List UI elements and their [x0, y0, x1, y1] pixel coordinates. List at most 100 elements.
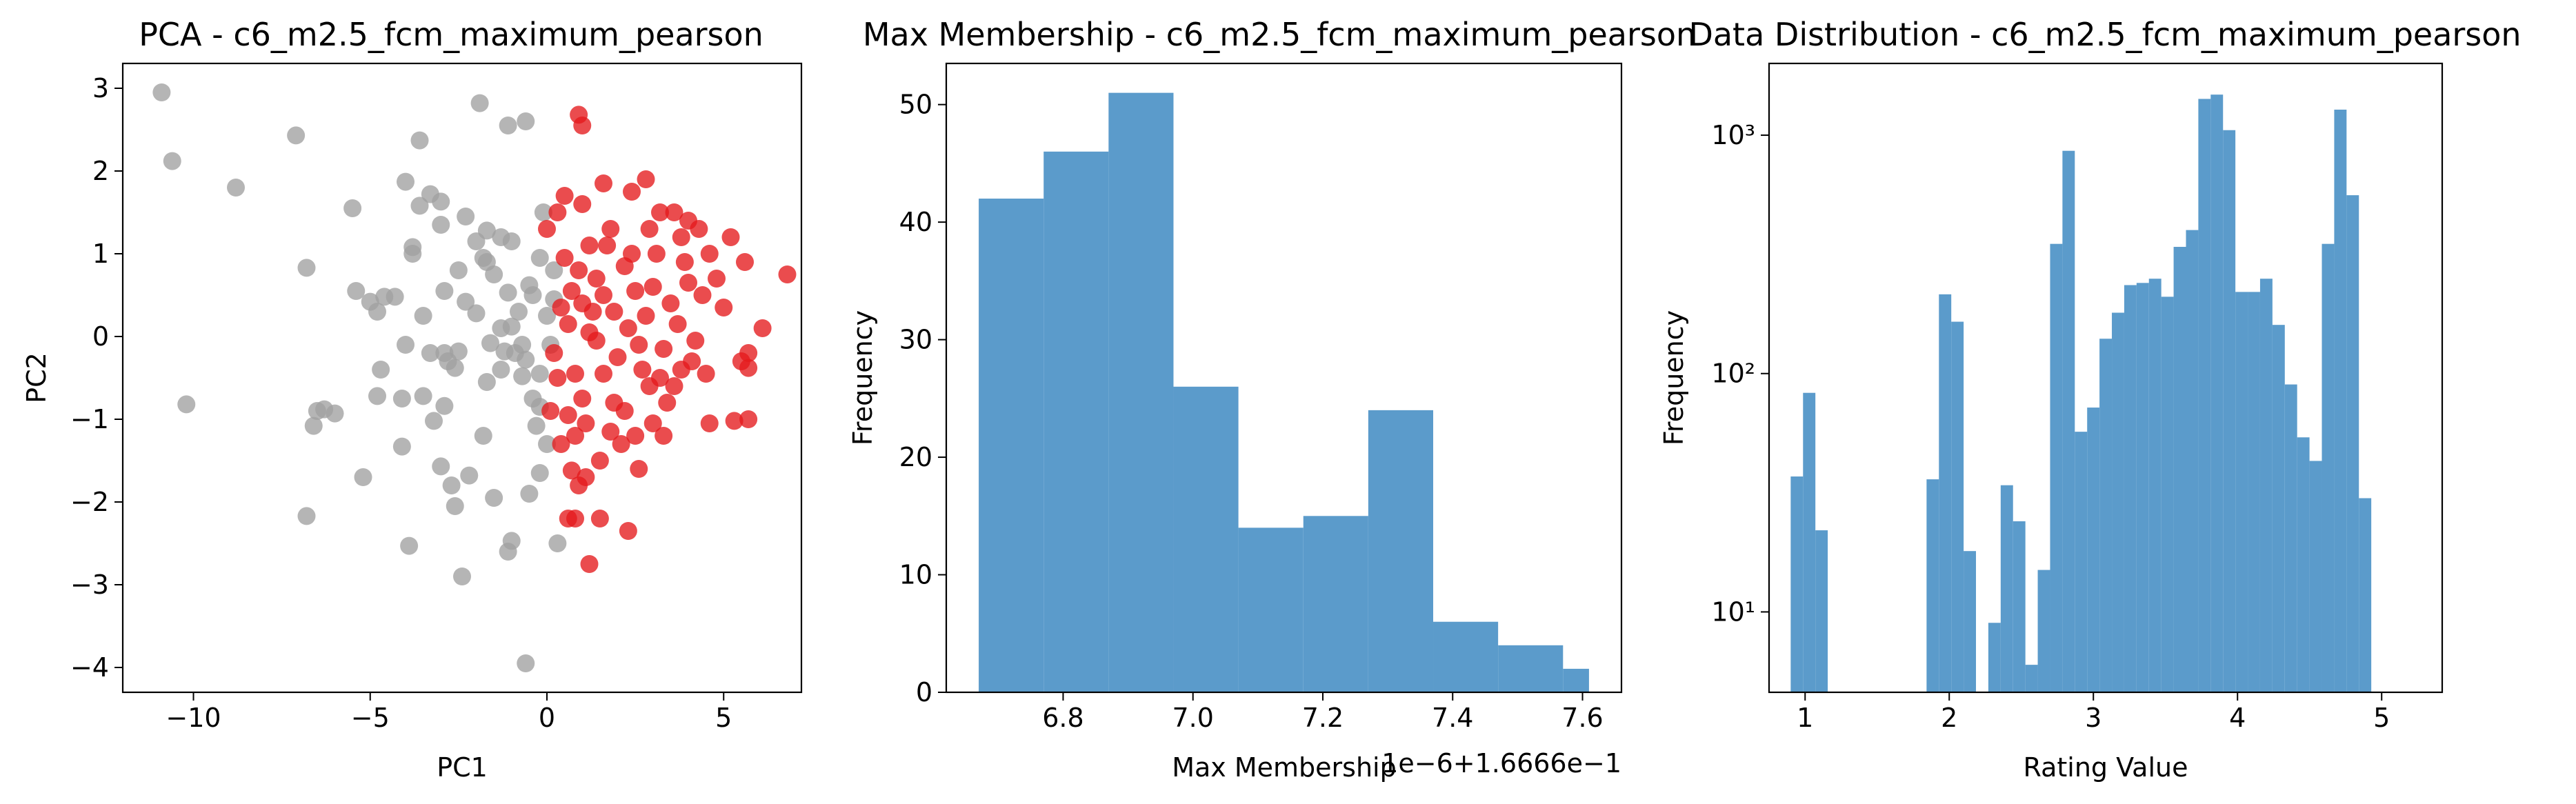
- pca-point-red: [640, 220, 659, 238]
- membership-bar: [1044, 151, 1109, 692]
- distribution-bar: [2198, 99, 2211, 693]
- pca-point-red: [665, 203, 683, 221]
- pca-point-gray: [453, 567, 471, 585]
- pca-point-red: [601, 423, 620, 441]
- pca-point-red: [555, 249, 574, 267]
- pca-point-red: [651, 369, 669, 387]
- pca-point-red: [573, 195, 592, 213]
- membership-bar: [1368, 410, 1434, 692]
- pca-point-red: [566, 427, 584, 445]
- distribution-y-ticks: 10¹ 10² 10³: [1711, 120, 1769, 627]
- pca-point-gray: [435, 282, 454, 300]
- pca-point-red: [566, 365, 584, 383]
- pca-point-gray: [523, 286, 542, 304]
- membership-y-tick-label: 50: [899, 90, 932, 120]
- pca-point-gray: [403, 245, 422, 263]
- pca-point-red: [739, 410, 758, 428]
- membership-x-tick-label: 6.8: [1042, 703, 1084, 733]
- pca-point-red: [601, 220, 620, 238]
- pca-point-red: [573, 117, 592, 134]
- pca-point-gray: [534, 203, 552, 221]
- pca-point-red: [672, 228, 690, 246]
- pca-point-gray: [297, 507, 316, 525]
- pca-point-gray: [392, 437, 411, 456]
- distribution-bar: [2062, 150, 2075, 693]
- pca-panel: PCA - c6_m2.5_fcm_maximum_pearson −10 −5 0…: [21, 16, 803, 783]
- pca-point-gray: [502, 317, 521, 336]
- pca-y-tick-label: 1: [92, 239, 109, 269]
- membership-x-tick-label: 7.6: [1561, 703, 1603, 733]
- pca-point-red: [736, 253, 754, 271]
- distribution-bar: [2210, 94, 2224, 692]
- pca-point-red: [633, 361, 652, 379]
- distribution-y-axis-label: Frequency: [1659, 310, 1689, 445]
- pca-points: [152, 83, 797, 672]
- pca-x-tick-label: −10: [166, 703, 221, 733]
- distribution-bar: [2112, 312, 2124, 692]
- pca-point-red: [715, 299, 733, 316]
- pca-point-gray: [520, 485, 539, 503]
- membership-x-tick-label: 7.0: [1172, 703, 1213, 733]
- pca-point-gray: [177, 395, 196, 414]
- distribution-bar: [2284, 384, 2297, 692]
- distribution-bar: [2346, 195, 2359, 693]
- pca-point-red: [562, 461, 581, 480]
- pca-point-red: [697, 365, 715, 383]
- pca-point-red: [559, 315, 577, 333]
- pca-point-gray: [545, 261, 563, 279]
- membership-y-tick-label: 40: [899, 207, 932, 237]
- distribution-bar: [1926, 479, 1939, 692]
- pca-point-red: [630, 460, 648, 478]
- distribution-bar: [2297, 437, 2310, 692]
- distribution-bar: [2124, 285, 2137, 692]
- distribution-bar: [2161, 297, 2174, 692]
- pca-point-red: [721, 228, 740, 246]
- pca-point-red: [637, 170, 655, 188]
- pca-y-tick-label: −2: [70, 487, 109, 517]
- pca-point-gray: [386, 288, 404, 306]
- pca-point-red: [595, 174, 612, 192]
- pca-point-red: [562, 282, 581, 300]
- pca-y-tick-label: 3: [92, 73, 109, 103]
- distribution-bar: [2148, 279, 2161, 692]
- pca-point-red: [679, 274, 697, 292]
- pca-point-gray: [470, 94, 489, 112]
- pca-point-red: [668, 315, 687, 333]
- distribution-y-tick-label: 10¹: [1711, 596, 1755, 627]
- pca-point-red: [690, 220, 708, 238]
- pca-point-gray: [510, 303, 528, 321]
- pca-point-gray: [527, 416, 546, 435]
- pca-point-gray: [326, 404, 344, 423]
- pca-point-red: [573, 294, 592, 312]
- pca-point-gray: [354, 468, 372, 486]
- distribution-x-tick-label: 4: [2229, 703, 2246, 733]
- distribution-bar: [2037, 570, 2050, 692]
- membership-y-tick-label: 20: [899, 442, 932, 472]
- pca-point-gray: [432, 192, 450, 211]
- pca-axes-frame: [121, 62, 803, 694]
- pca-point-red: [573, 390, 592, 408]
- pca-point-gray: [297, 259, 316, 277]
- pca-point-red: [675, 253, 694, 271]
- distribution-x-tick-label: 3: [2085, 703, 2101, 733]
- pca-y-tick-label: −1: [70, 404, 109, 434]
- membership-y-tick-label: 10: [899, 560, 932, 590]
- membership-x-tick-label: 7.2: [1302, 703, 1344, 733]
- distribution-bar: [2334, 109, 2347, 692]
- distribution-bars: [1790, 94, 2372, 693]
- pca-point-gray: [513, 367, 532, 385]
- distribution-bar: [2025, 665, 2038, 692]
- membership-x-axis-label: Max Membership: [1172, 752, 1397, 783]
- pca-point-red: [605, 303, 623, 321]
- pca-point-red: [619, 319, 637, 337]
- distribution-bar: [2075, 432, 2088, 692]
- pca-point-red: [655, 427, 673, 445]
- distribution-bar: [2186, 230, 2199, 693]
- pca-point-red: [683, 352, 701, 370]
- distribution-bar: [2087, 408, 2100, 692]
- pca-point-red: [753, 319, 772, 337]
- pca-point-gray: [410, 131, 429, 150]
- pca-point-red: [626, 282, 645, 300]
- pca-point-gray: [392, 390, 411, 408]
- pca-x-axis-label: PC1: [437, 752, 488, 783]
